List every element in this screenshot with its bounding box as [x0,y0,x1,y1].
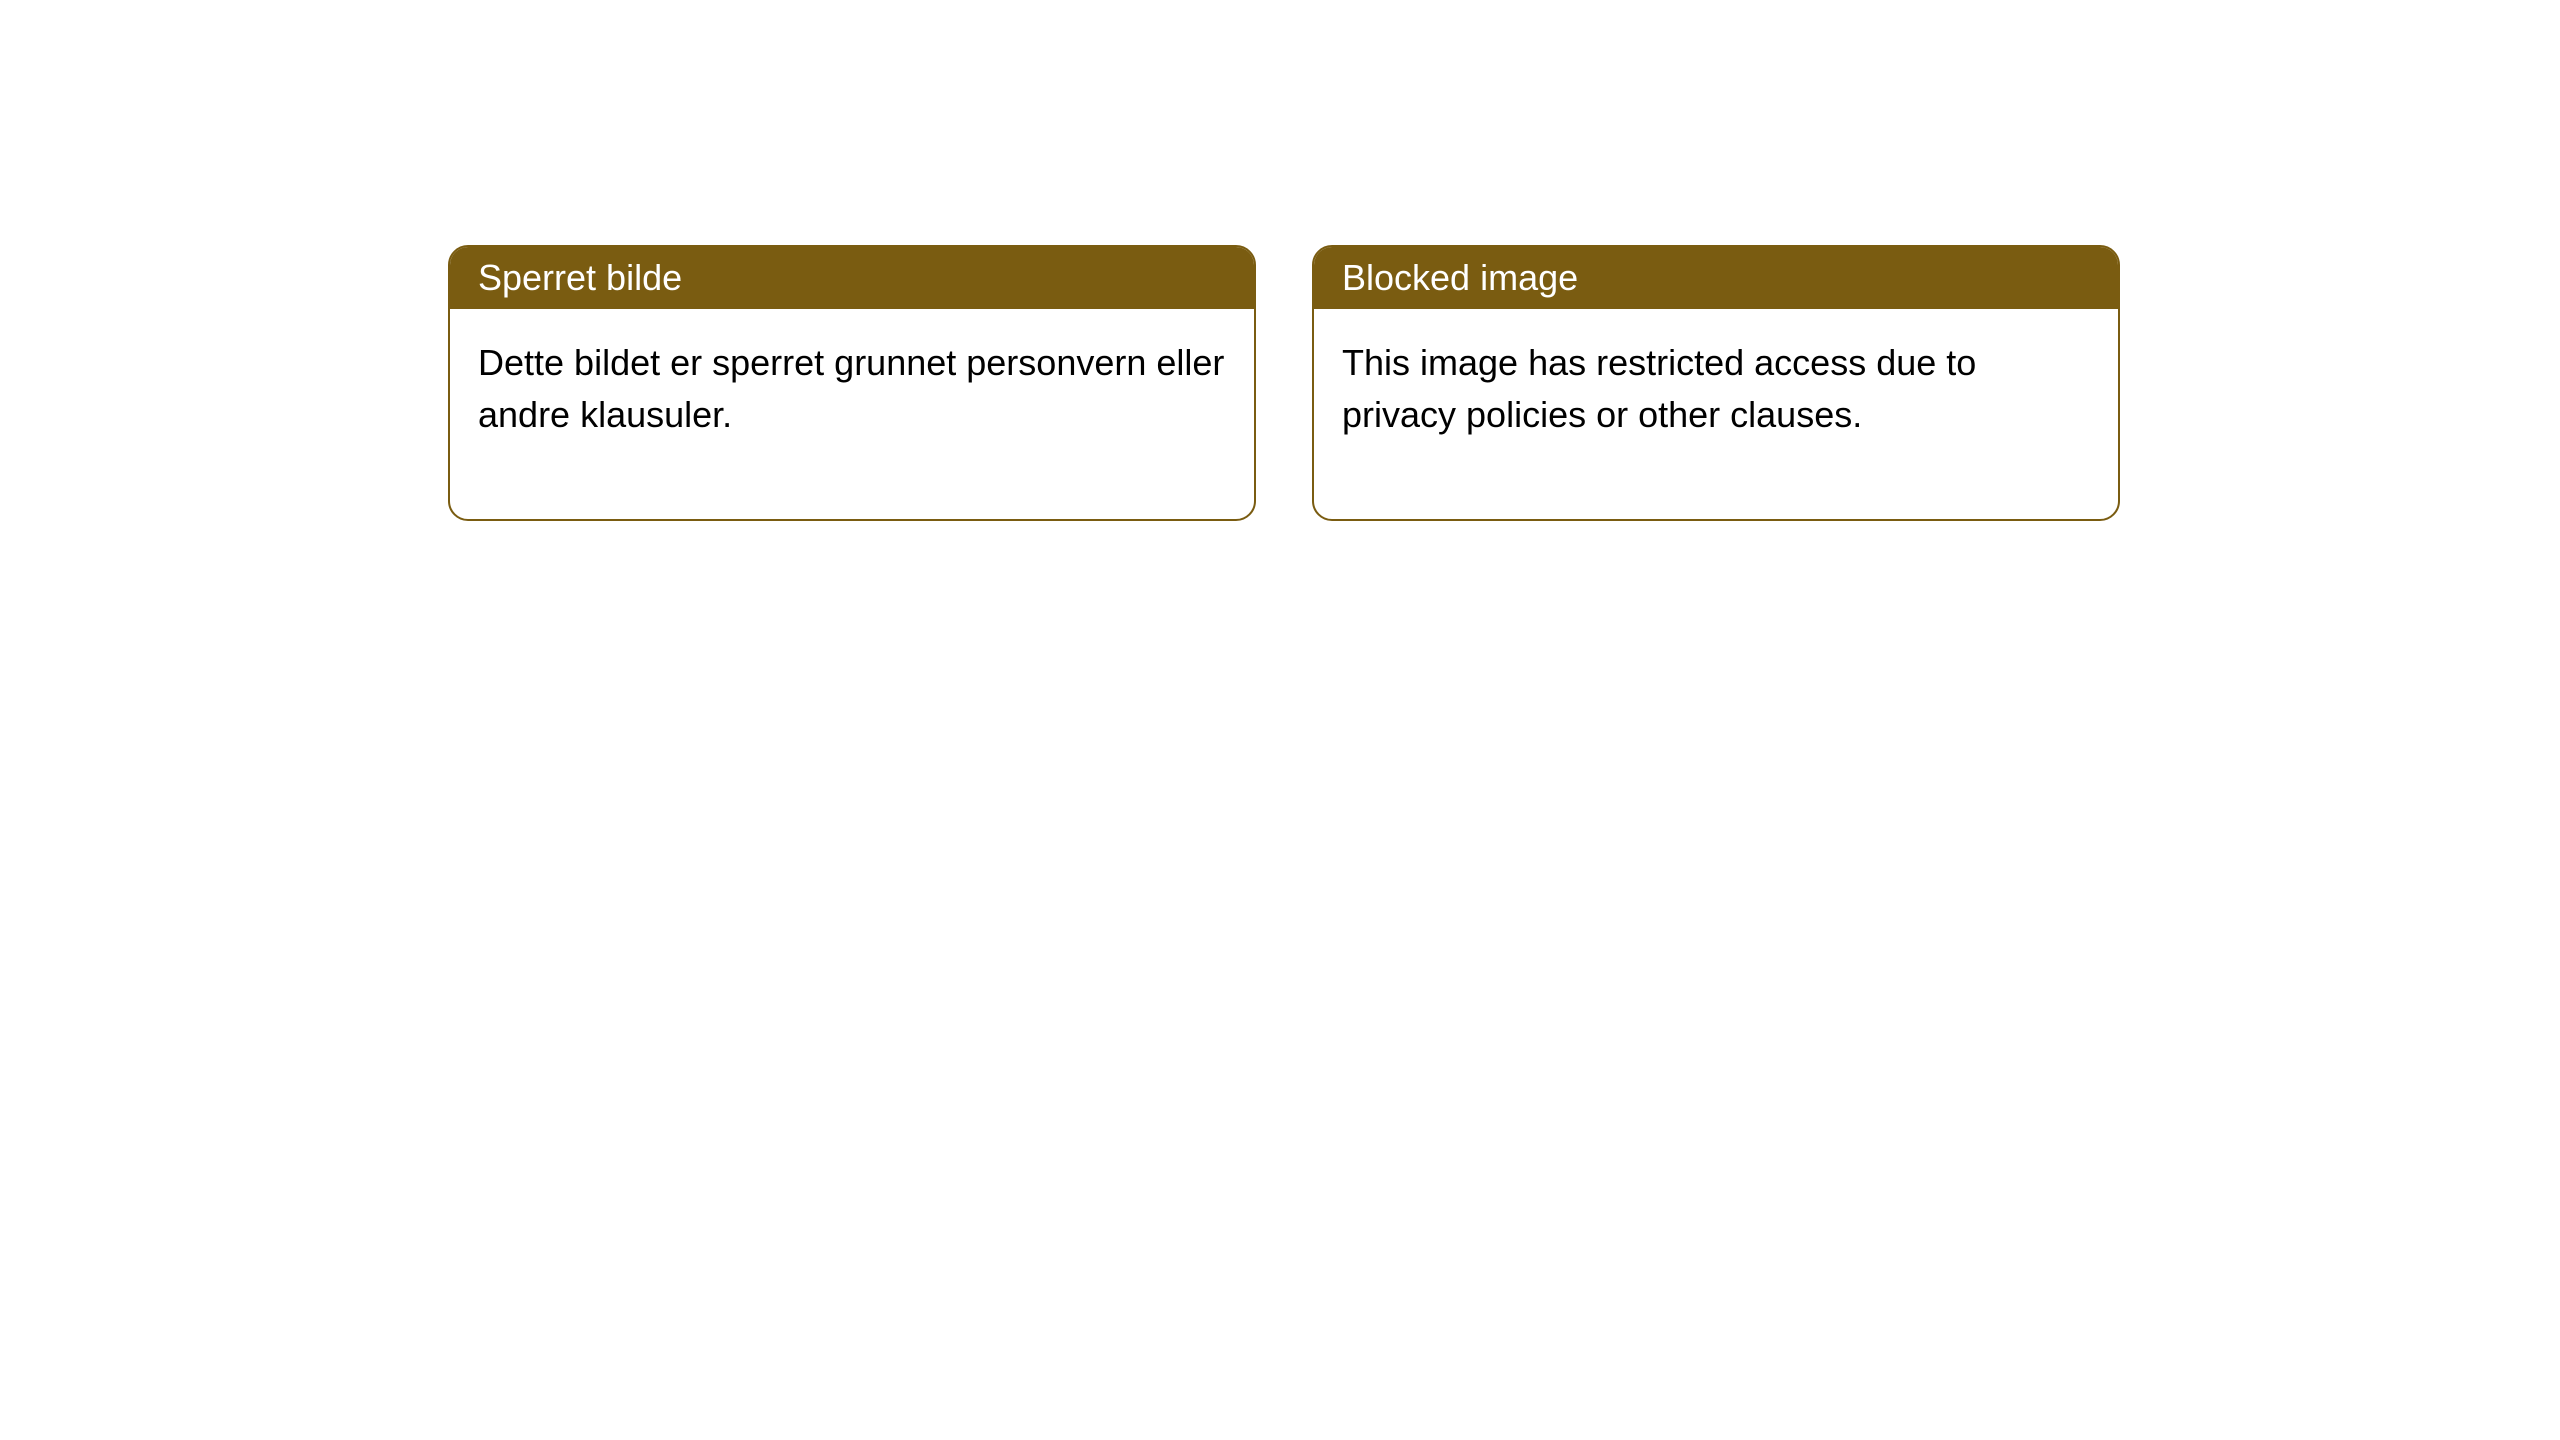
notice-header: Blocked image [1314,247,2118,309]
notice-header: Sperret bilde [450,247,1254,309]
notice-card-norwegian: Sperret bilde Dette bildet er sperret gr… [448,245,1256,521]
notice-card-english: Blocked image This image has restricted … [1312,245,2120,521]
notice-container: Sperret bilde Dette bildet er sperret gr… [0,0,2560,521]
notice-body: Dette bildet er sperret grunnet personve… [450,309,1254,519]
notice-body: This image has restricted access due to … [1314,309,2118,519]
